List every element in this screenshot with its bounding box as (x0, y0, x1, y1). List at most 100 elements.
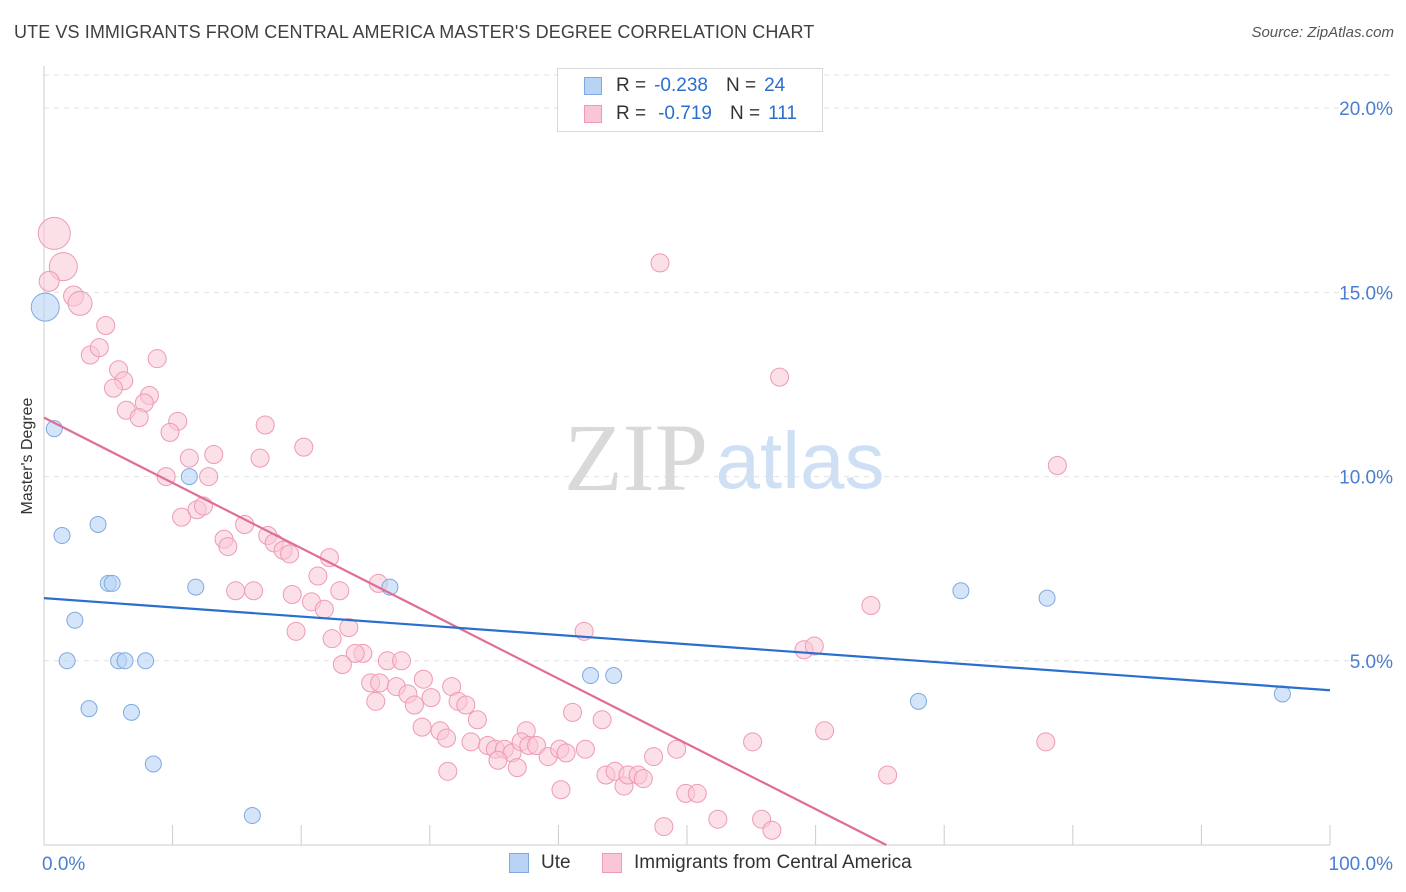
immigrants-point-8 (147, 349, 167, 369)
ute-n-value: 24 (764, 75, 786, 96)
immigrants-point-81 (438, 761, 458, 781)
ute-point-22 (1038, 589, 1056, 607)
immigrants-point-106 (1036, 732, 1056, 752)
immigrants-point-24 (199, 467, 219, 487)
ute-point-13 (144, 755, 162, 773)
chart-title: UTE VS IMMIGRANTS FROM CENTRAL AMERICA M… (14, 22, 815, 42)
immigrants-point-76 (563, 702, 583, 722)
ute-point-5 (80, 700, 98, 718)
ute-point-21 (952, 582, 970, 600)
immigrants-point-89 (667, 739, 687, 759)
bottom-legend-ute: Ute (509, 851, 571, 875)
immigrants-r-label: R = (616, 103, 647, 124)
immigrants-point-34 (280, 544, 300, 564)
immigrants-point-18 (255, 415, 275, 435)
immigrants-point-38 (282, 584, 302, 604)
immigrants-point-1 (48, 252, 78, 282)
immigrants-point-104 (770, 367, 790, 387)
immigrants-point-21 (250, 448, 270, 468)
immigrants-point-60 (456, 695, 476, 715)
ute-point-14 (180, 468, 198, 486)
x-tick-label-0: 0.0% (42, 854, 85, 875)
immigrants-point-110 (412, 717, 432, 737)
watermark-zip: ZIP (564, 404, 708, 511)
immigrants-point-30 (218, 537, 238, 557)
immigrants-r-value: -0.719 (658, 103, 712, 124)
y-tick-label-2: 15.0% (1339, 283, 1393, 304)
immigrants-point-22 (294, 437, 314, 457)
immigrants-point-17 (160, 422, 180, 442)
immigrants-point-0 (37, 216, 71, 250)
ute-trend-line (43, 597, 1331, 692)
bottom-ute-label: Ute (541, 852, 571, 873)
immigrants-point-99 (804, 636, 824, 656)
immigrants-point-2 (38, 270, 60, 292)
immigrants-point-4 (67, 290, 93, 316)
immigrants-point-105 (1047, 456, 1067, 476)
immigrants-point-25 (172, 507, 192, 527)
legend-row-immigrants: R = -0.719 N = 111 (584, 102, 797, 126)
immigrants-n-value: 111 (768, 103, 797, 124)
immigrants-point-80 (507, 758, 527, 778)
ute-point-20 (909, 692, 927, 710)
immigrants-point-19 (179, 448, 199, 468)
immigrants-point-94 (708, 809, 728, 829)
immigrants-point-11 (103, 378, 123, 398)
immigrants-point-63 (437, 728, 457, 748)
ute-points (30, 292, 1291, 825)
ute-point-18 (582, 667, 600, 685)
y-axis-label: Master's Degree (19, 397, 36, 515)
tick-labels: 5.0% 10.0% 15.0% 20.0% 0.0% 100.0% (42, 99, 1393, 875)
immigrants-n-label: N = (729, 103, 761, 124)
ute-point-2 (53, 527, 71, 545)
immigrants-point-46 (345, 643, 365, 663)
source-label: Source: ZipAtlas.com (1251, 24, 1394, 41)
immigrants-point-57 (366, 691, 386, 711)
immigrants-point-15 (129, 408, 149, 428)
ute-swatch (584, 77, 602, 95)
immigrants-point-51 (370, 673, 390, 693)
ute-r-value: -0.238 (654, 75, 708, 96)
immigrants-point-47 (332, 654, 352, 674)
immigrants-point-44 (339, 618, 359, 638)
gridlines (44, 74, 1392, 662)
immigrants-point-55 (421, 688, 441, 708)
watermark-atlas: atlas (716, 416, 885, 505)
bottom-immigrants-swatch (602, 853, 622, 873)
immigrants-point-75 (556, 743, 576, 763)
immigrants-point-77 (575, 739, 595, 759)
watermark: ZIP atlas (564, 404, 884, 511)
immigrants-point-7 (89, 338, 109, 358)
ute-point-0 (30, 292, 60, 322)
immigrants-point-88 (644, 747, 664, 767)
ute-point-6 (89, 515, 107, 533)
ute-point-3 (58, 652, 76, 670)
ute-point-15 (187, 578, 205, 596)
correlation-legend: R = -0.238 N = 24 R = -0.719 N = 111 (557, 68, 823, 132)
immigrants-point-102 (815, 721, 835, 741)
immigrants-point-58 (404, 695, 424, 715)
immigrants-point-90 (551, 780, 571, 800)
y-tick-label-0: 5.0% (1350, 652, 1393, 673)
axes (43, 66, 1331, 846)
ute-point-10 (116, 652, 134, 670)
immigrants-point-79 (488, 750, 508, 770)
immigrants-point-103 (650, 253, 670, 273)
immigrants-point-40 (314, 599, 334, 619)
legend-row-ute: R = -0.238 N = 24 (584, 74, 785, 98)
ute-point-11 (122, 703, 140, 721)
immigrants-trend-line (43, 416, 887, 846)
immigrants-point-61 (467, 710, 487, 730)
immigrants-point-100 (861, 596, 881, 616)
x-tick-label-1: 100.0% (1329, 854, 1394, 875)
ute-point-4 (66, 611, 84, 629)
immigrants-point-28 (235, 514, 255, 534)
immigrants-point-87 (633, 769, 653, 789)
bottom-ute-swatch (509, 853, 529, 873)
immigrants-point-36 (226, 581, 246, 601)
ute-point-12 (137, 652, 155, 670)
immigrants-point-78 (592, 710, 612, 730)
ute-point-16 (243, 807, 261, 825)
immigrants-point-93 (654, 817, 674, 837)
